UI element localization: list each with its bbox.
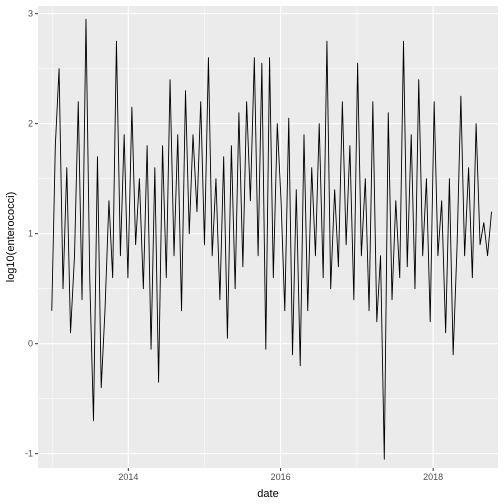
x-axis-title: date <box>257 488 278 500</box>
y-tick-label: 1 <box>28 229 33 239</box>
y-tick-label: -1 <box>25 449 33 459</box>
y-tick-label: 3 <box>28 9 33 19</box>
x-axis-ticks: 2014 2016 2018 <box>118 468 443 482</box>
x-tick-label: 2018 <box>423 472 443 482</box>
plot-panel <box>38 6 498 468</box>
y-axis-title: log10(enterococci) <box>5 192 17 283</box>
y-tick-label: 2 <box>28 119 33 129</box>
y-tick-label: 0 <box>28 339 33 349</box>
y-axis-ticks: -1 0 1 2 3 <box>25 9 38 459</box>
x-tick-label: 2014 <box>118 472 138 482</box>
major-gridlines <box>38 6 498 468</box>
x-tick-label: 2016 <box>271 472 291 482</box>
series-line <box>51 18 492 460</box>
